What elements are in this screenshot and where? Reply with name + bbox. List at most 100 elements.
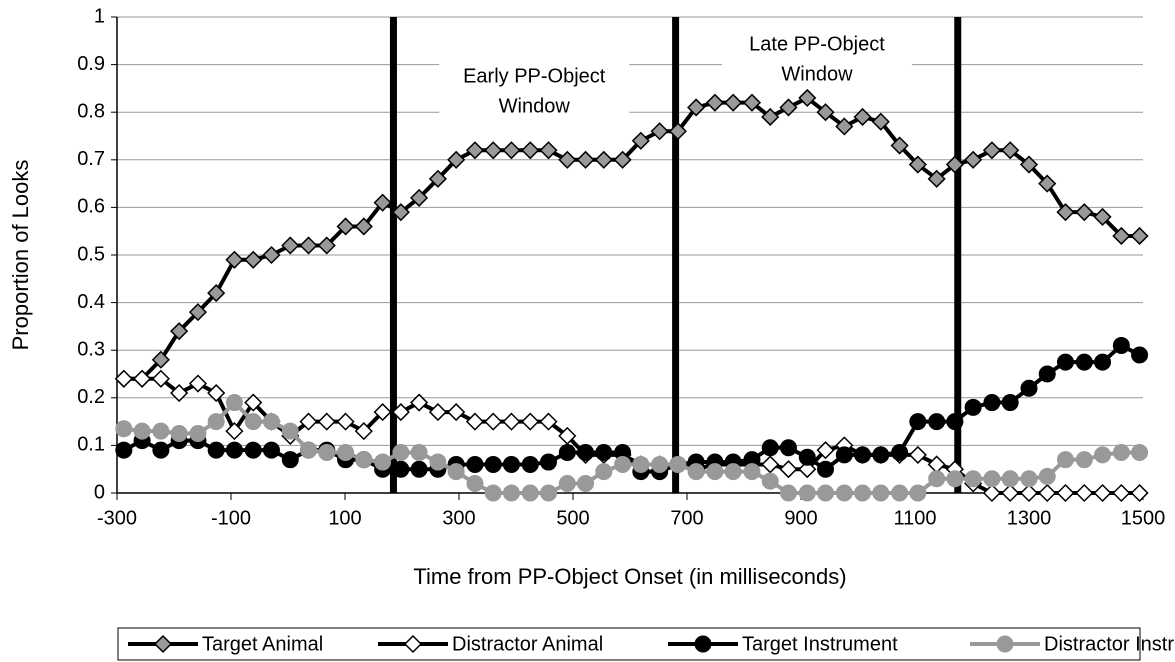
series-line xyxy=(123,95,1140,381)
x-tick-label: 700 xyxy=(670,507,703,529)
marker xyxy=(354,422,373,441)
marker xyxy=(1020,379,1038,397)
marker xyxy=(374,453,392,471)
x-tick-label: 500 xyxy=(556,507,589,529)
marker xyxy=(668,122,687,141)
marker xyxy=(613,150,632,169)
marker xyxy=(743,463,761,481)
marker xyxy=(854,446,872,464)
legend: Target Animal Distractor Animal Target Ins… xyxy=(117,627,1175,661)
marker xyxy=(891,484,909,502)
marker xyxy=(927,455,946,474)
y-tick-label: 0.3 xyxy=(77,338,105,360)
marker xyxy=(447,150,466,169)
marker xyxy=(151,350,170,369)
marker xyxy=(1131,444,1149,462)
marker xyxy=(946,470,964,488)
marker xyxy=(558,474,576,492)
x-axis-title: Time from PP-Object Onset (in millisecon… xyxy=(413,564,846,589)
marker xyxy=(835,117,854,136)
marker xyxy=(631,131,650,150)
x-tick-label: 1500 xyxy=(1121,507,1166,529)
marker xyxy=(983,470,1001,488)
legend-marker xyxy=(694,635,712,653)
marker xyxy=(539,484,557,502)
marker xyxy=(521,484,539,502)
marker xyxy=(299,412,318,431)
annotation: Window xyxy=(499,95,571,117)
marker xyxy=(151,369,170,388)
marker xyxy=(632,455,650,473)
marker xyxy=(928,470,946,488)
marker xyxy=(594,150,613,169)
marker xyxy=(982,483,1002,503)
marker xyxy=(428,169,447,188)
marker xyxy=(779,460,798,479)
marker xyxy=(262,245,281,265)
marker xyxy=(576,150,595,169)
marker xyxy=(1112,444,1130,462)
annotation: Window xyxy=(781,63,853,85)
marker xyxy=(244,413,262,431)
marker xyxy=(170,383,189,403)
marker xyxy=(1112,336,1130,354)
marker xyxy=(1038,365,1056,383)
marker xyxy=(466,455,484,473)
marker xyxy=(835,484,853,502)
marker xyxy=(502,412,521,431)
marker xyxy=(521,455,539,473)
marker xyxy=(1001,483,1020,503)
marker xyxy=(152,441,170,459)
marker xyxy=(687,463,705,481)
marker xyxy=(964,150,983,169)
y-tick-label: 0.7 xyxy=(77,148,105,170)
marker xyxy=(927,169,946,188)
marker xyxy=(318,444,336,462)
marker xyxy=(410,188,429,207)
marker xyxy=(614,455,632,473)
marker xyxy=(983,394,1001,412)
marker xyxy=(595,463,613,481)
marker xyxy=(798,448,816,466)
marker xyxy=(207,383,226,403)
marker xyxy=(890,136,909,155)
marker xyxy=(447,463,465,481)
x-tick-label: 100 xyxy=(328,507,361,529)
marker xyxy=(1075,353,1093,371)
marker xyxy=(908,155,927,174)
marker xyxy=(1001,470,1019,488)
marker xyxy=(577,444,595,462)
annotation-box xyxy=(439,59,630,125)
legend-marker xyxy=(403,634,423,654)
marker xyxy=(207,441,225,459)
marker xyxy=(244,250,263,269)
annotation-box xyxy=(721,27,912,93)
marker xyxy=(373,193,392,212)
marker xyxy=(817,484,835,502)
marker xyxy=(577,474,595,492)
marker xyxy=(761,472,779,490)
marker xyxy=(484,484,502,502)
marker xyxy=(798,484,816,502)
marker xyxy=(1020,470,1038,488)
marker xyxy=(521,141,540,160)
marker xyxy=(854,484,872,502)
x-tick-label: 900 xyxy=(784,507,817,529)
marker xyxy=(779,484,797,502)
marker xyxy=(484,412,503,431)
marker xyxy=(262,441,280,459)
x-tick-label: -300 xyxy=(97,507,137,529)
marker xyxy=(982,141,1002,160)
marker xyxy=(428,403,447,422)
marker xyxy=(244,393,263,412)
marker xyxy=(817,460,835,478)
marker xyxy=(909,413,927,431)
marker xyxy=(1093,483,1112,503)
annotation: Early PP-Object xyxy=(463,65,606,87)
marker xyxy=(872,484,890,502)
x-tick-label: -100 xyxy=(211,507,251,529)
marker xyxy=(816,103,835,122)
marker xyxy=(391,203,410,222)
marker xyxy=(706,463,724,481)
